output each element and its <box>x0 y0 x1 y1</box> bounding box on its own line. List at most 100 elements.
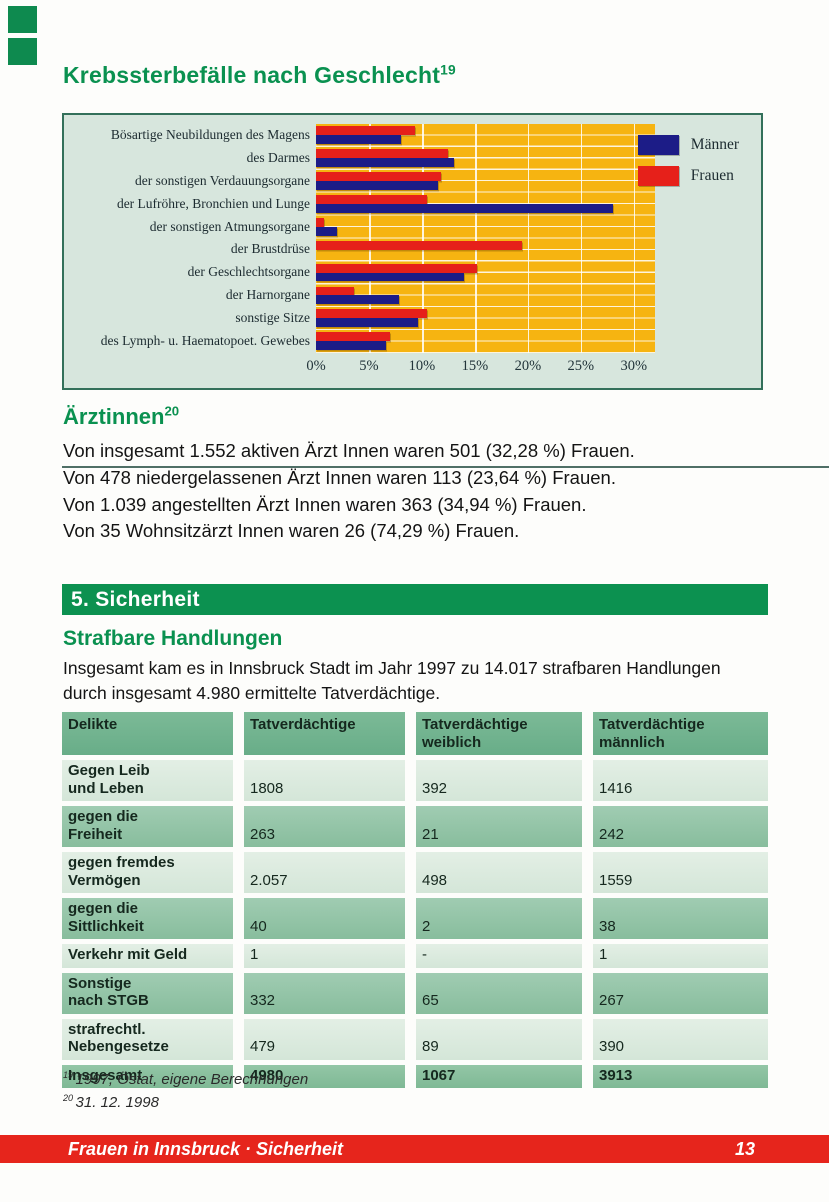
x-tick-label: 20% <box>514 358 542 374</box>
horizontal-rule <box>62 466 829 468</box>
footnote-marker: 19 <box>63 1070 76 1080</box>
table-row-label: gegen fremdes Vermögen <box>62 852 233 893</box>
footnote-marker: 20 <box>63 1093 76 1103</box>
chart-category-label: des Lymph- u. Haematopoet. Gewebes <box>100 333 310 349</box>
x-tick-label: 5% <box>359 358 379 374</box>
footnote-text: 31. 12. 1998 <box>75 1094 159 1111</box>
table-value-cell: 267 <box>593 972 768 1014</box>
section-header-sicherheit: 5. Sicherheit <box>62 584 768 615</box>
maenner-bar <box>316 341 386 351</box>
frauen-bar <box>316 286 355 296</box>
x-tick-label: 0% <box>306 358 326 374</box>
chart-category-label: der sonstigen Atmungsorgane <box>149 218 310 234</box>
chart-category-label: der Brustdrüse <box>230 241 310 257</box>
crime-statistics-table: Delikte Tatverdächtige Tatverdächtige weib… <box>62 712 768 1088</box>
table-value-cell: 1 <box>244 944 405 968</box>
chart-title: Krebssterbefälle nach Geschlecht19 <box>63 62 456 88</box>
table-row-label: gegen die Sittlichkeit <box>62 898 233 939</box>
chart-bar-pair <box>316 147 655 170</box>
statistic-line: Von insgesamt 1.552 aktiven Ärzt Innen w… <box>63 440 635 461</box>
maenner-bar <box>316 295 399 305</box>
chart-category-label: der Lufröhre, Bronchien und Lunge <box>116 195 310 211</box>
maenner-bar <box>316 158 454 167</box>
chart-bar-pair <box>316 239 655 262</box>
strafbare-handlungen-heading: Strafbare Handlungen <box>63 627 283 650</box>
section-title: 5. Sicherheit <box>71 587 200 611</box>
chart-bar-pair <box>316 193 655 216</box>
chart-bar-pair <box>316 307 655 330</box>
chart-category-labels: Bösartige Neubildungen des Magens des Dar… <box>64 124 310 353</box>
statistic-line: Von 35 Wohnsitzärzt Innen waren 26 (74,2… <box>63 520 520 542</box>
table-row-label: Insgesamt <box>62 1064 233 1088</box>
table-value-cell: 65 <box>416 972 582 1014</box>
table-value-cell: 498 <box>416 852 582 893</box>
frauen-bar <box>316 309 428 319</box>
chart-x-axis: 0% 5% 10% 15% 20% 25% 30% <box>306 358 655 380</box>
table-header-cell: Tatverdächtige männlich <box>593 712 768 755</box>
chart-bar-pair <box>316 170 655 193</box>
legend-label: Männer <box>690 136 739 153</box>
aerztinnen-heading: Ärztinnen20 <box>63 403 180 429</box>
table-value-cell: 1067 <box>416 1064 582 1088</box>
table-value-cell: 1808 <box>244 760 405 801</box>
table-value-cell: 40 <box>244 898 405 939</box>
table-value-cell: 392 <box>416 760 582 801</box>
maenner-bar <box>316 318 418 328</box>
chart-category-label: des Darmes <box>246 149 310 165</box>
legend-row: Frauen <box>637 166 739 186</box>
footnote: 19 1997, Östat, eigene Berechnungen <box>63 1068 308 1091</box>
page-footer: Frauen in Innsbruck · Sicherheit 13 <box>0 1135 829 1163</box>
frauen-bar <box>316 263 478 273</box>
footnote: 20 31. 12. 1998 <box>63 1091 308 1114</box>
intro-paragraph: Insgesamt kam es in Innsbruck Stadt im J… <box>63 658 721 703</box>
table-value-cell: 242 <box>593 806 768 847</box>
x-tick-label: 15% <box>461 358 489 374</box>
table-header-cell: Tatverdächtige weiblich <box>416 712 582 755</box>
chart-plot-area <box>316 124 655 353</box>
statistic-line: Von 478 niedergelassenen Ärzt Innen ware… <box>63 466 616 488</box>
chart-category-label: sonstige Sitze <box>235 310 310 326</box>
chart-bar-pair <box>316 216 655 239</box>
table-value-cell: - <box>416 944 582 968</box>
table-value-cell: 332 <box>244 972 405 1014</box>
gridline <box>580 124 583 353</box>
cancer-deaths-chart: Bösartige Neubildungen des Magens des Dar… <box>62 113 763 390</box>
table-value-cell: 263 <box>244 806 405 847</box>
table-value-cell: 38 <box>593 898 768 939</box>
statistic-line: Von 1.039 angestellten Ärzt Innen waren … <box>63 493 587 515</box>
table-value-cell: 4980 <box>244 1064 405 1088</box>
corner-mark-top <box>8 6 37 33</box>
chart-category-label: der sonstigen Verdauungsorgane <box>135 172 310 188</box>
frauen-bar <box>316 240 522 250</box>
gridline <box>633 124 636 353</box>
table-value-cell: 390 <box>593 1018 768 1060</box>
table-header-cell: Tatverdächtige <box>244 712 405 755</box>
chart-legend: Männer Frauen <box>637 135 739 197</box>
x-tick-label: 25% <box>567 358 595 374</box>
gridline <box>368 124 371 353</box>
table-value-cell: 1 <box>593 944 768 968</box>
table-value-cell: 479 <box>244 1018 405 1060</box>
corner-mark-bottom <box>8 38 37 65</box>
table-value-cell: 1416 <box>593 760 768 801</box>
frauen-bar <box>316 149 449 159</box>
maenner-bar <box>316 226 338 236</box>
table-row-label: gegen die Freiheit <box>62 806 233 847</box>
chart-category-label: der Geschlechtsorgane <box>187 264 310 280</box>
gridline <box>527 124 530 353</box>
gridline <box>474 124 477 353</box>
footnote-ref-19: 19 <box>440 62 456 78</box>
frauen-bar <box>316 194 428 204</box>
maenner-bar <box>316 135 401 145</box>
footnote-ref-20: 20 <box>164 403 180 419</box>
frauen-bar <box>316 172 441 181</box>
table-row-label: Verkehr mit Geld <box>62 944 233 968</box>
table-header-cell: Delikte <box>62 712 233 755</box>
maenner-bar <box>316 203 613 213</box>
frauen-bar <box>316 217 325 227</box>
x-tick-label: 30% <box>620 358 648 374</box>
table-value-cell: 2 <box>416 898 582 939</box>
gridline <box>421 124 424 353</box>
chart-category-label: der Harnorgane <box>225 287 310 303</box>
